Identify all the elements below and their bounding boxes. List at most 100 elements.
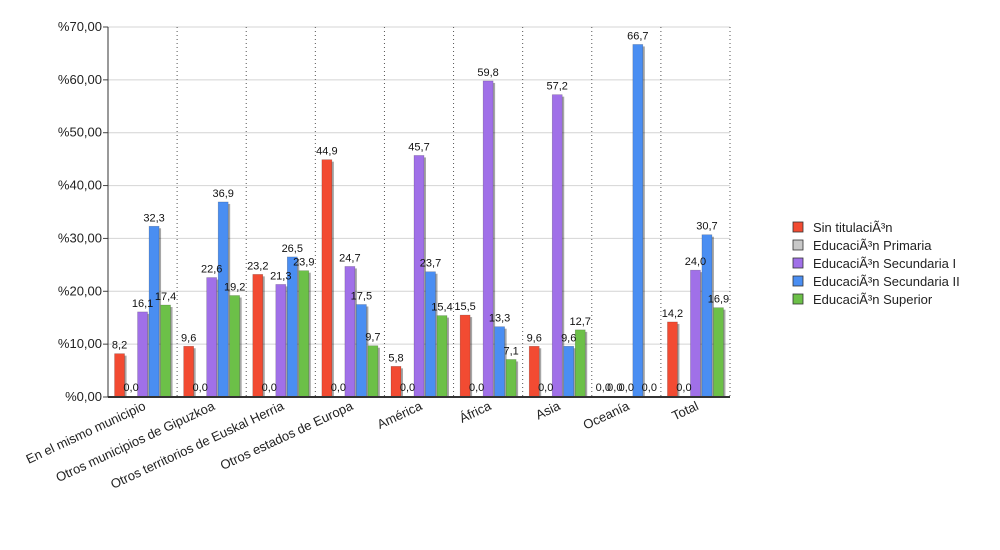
category-label: África bbox=[457, 398, 494, 426]
bar bbox=[356, 304, 367, 398]
bar bbox=[252, 274, 264, 398]
bar-value-label: 7,1 bbox=[503, 345, 518, 357]
bar-value-label: 0,0 bbox=[400, 382, 415, 394]
bar bbox=[563, 345, 575, 398]
bar-value-label: 9,6 bbox=[181, 332, 196, 344]
bar-value-label: 32,3 bbox=[143, 212, 164, 224]
bar bbox=[551, 94, 563, 398]
bar bbox=[275, 284, 287, 398]
bar-value-label: 9,7 bbox=[365, 332, 380, 344]
bar-value-label: 9,6 bbox=[561, 332, 576, 344]
y-tick-label: %0,00 bbox=[65, 389, 102, 404]
bar bbox=[482, 80, 494, 398]
bar-value-label: 0,0 bbox=[193, 382, 208, 394]
y-tick-label: %40,00 bbox=[58, 178, 102, 193]
bar bbox=[425, 271, 436, 398]
legend-swatch bbox=[792, 221, 804, 233]
bar-value-label: 19,2 bbox=[224, 282, 245, 294]
legend-label: EducaciÃ³n Superior bbox=[813, 292, 933, 307]
legend-label: EducaciÃ³n Secundaria I bbox=[813, 256, 956, 271]
bar-value-label: 0,0 bbox=[676, 382, 691, 394]
category-label: América bbox=[375, 398, 425, 432]
legend-swatch bbox=[792, 275, 804, 287]
category-label: Oceanía bbox=[581, 398, 633, 433]
bar-value-label: 0,0 bbox=[331, 382, 346, 394]
bar bbox=[505, 359, 517, 398]
bar-value-label: 22,6 bbox=[201, 264, 222, 276]
bar-value-label: 0,0 bbox=[123, 382, 138, 394]
y-tick-label: %10,00 bbox=[58, 336, 102, 351]
bar bbox=[160, 304, 171, 398]
legend: Sin titulaciÃ³n EducaciÃ³n Primaria Educac… bbox=[792, 220, 960, 307]
bar bbox=[713, 307, 724, 398]
bar-value-label: 23,7 bbox=[420, 258, 441, 270]
y-tick-label: %20,00 bbox=[58, 283, 102, 298]
bar-value-label: 0,0 bbox=[607, 382, 622, 394]
data-labels: 8,2 0,0 16,1 32,3 17,4 9,6 0,0 22,6 36,9 19,223,2… bbox=[112, 30, 729, 394]
bar-value-label: 5,8 bbox=[388, 352, 403, 364]
bar-value-label: 9,6 bbox=[527, 332, 542, 344]
legend-label: EducaciÃ³n Primaria bbox=[813, 238, 932, 253]
bar-value-label: 15,5 bbox=[454, 301, 475, 313]
bar-value-label: 59,8 bbox=[477, 67, 498, 79]
bar-value-label: 0,0 bbox=[642, 382, 657, 394]
bar bbox=[690, 269, 701, 398]
category-label: Total bbox=[669, 398, 700, 423]
legend-label: EducaciÃ³n Secundaria II bbox=[813, 274, 960, 289]
legend-swatch bbox=[792, 239, 804, 251]
category-label: Otros estados de Europa bbox=[218, 398, 356, 473]
category-label: Asia bbox=[533, 398, 563, 423]
bar-value-label: 23,2 bbox=[247, 260, 268, 272]
grid-lines bbox=[108, 26, 731, 397]
bar bbox=[321, 159, 333, 398]
bar-value-label: 16,9 bbox=[708, 294, 729, 306]
bar-value-label: 45,7 bbox=[408, 141, 429, 153]
bar-value-label: 36,9 bbox=[212, 188, 233, 200]
bar-value-label: 66,7 bbox=[627, 30, 648, 42]
bar-value-label: 14,2 bbox=[662, 308, 683, 320]
bar-value-label: 23,9 bbox=[293, 257, 314, 269]
y-tick-label: %30,00 bbox=[58, 230, 102, 245]
bar-value-label: 0,0 bbox=[262, 382, 277, 394]
bar bbox=[344, 266, 356, 398]
bar-value-label: 15,4 bbox=[431, 302, 452, 314]
bar bbox=[413, 155, 425, 398]
legend-swatch bbox=[792, 257, 804, 269]
bar bbox=[367, 345, 379, 398]
bar-value-label: 13,3 bbox=[489, 313, 510, 325]
bar-value-label: 12,7 bbox=[570, 316, 591, 328]
bar bbox=[217, 201, 229, 398]
bar bbox=[494, 326, 505, 398]
bar bbox=[206, 277, 217, 398]
bar bbox=[148, 225, 160, 398]
bar bbox=[298, 270, 310, 398]
bar-value-label: 16,1 bbox=[132, 298, 153, 310]
bar-value-label: 17,5 bbox=[351, 291, 372, 303]
bar-value-label: 0,0 bbox=[469, 382, 484, 394]
bar-value-label: 24,7 bbox=[339, 252, 360, 264]
bar-value-label: 0,0 bbox=[596, 382, 611, 394]
bar-value-label: 57,2 bbox=[547, 81, 568, 93]
bar bbox=[229, 295, 240, 398]
bar-value-label: 26,5 bbox=[282, 243, 303, 255]
bar-value-label: 0,0 bbox=[538, 382, 553, 394]
y-tick-label: %50,00 bbox=[58, 125, 102, 140]
y-tick-label: %70,00 bbox=[58, 19, 102, 34]
bar-value-label: 24,0 bbox=[685, 256, 706, 268]
axes: %0,00 %10,00 %20,00 %30,00 %40,00 %50,00 %60,0… bbox=[24, 19, 730, 492]
legend-label: Sin titulaciÃ³n bbox=[813, 220, 892, 235]
bar bbox=[137, 311, 148, 398]
legend-swatch bbox=[792, 293, 804, 305]
bar-value-label: 21,3 bbox=[270, 270, 291, 282]
bar bbox=[632, 44, 644, 398]
bar bbox=[574, 329, 586, 398]
bar-value-label: 17,4 bbox=[155, 291, 176, 303]
bar bbox=[436, 315, 448, 398]
bars bbox=[114, 44, 726, 398]
bar-value-label: 30,7 bbox=[696, 221, 717, 233]
bar-value-label: 8,2 bbox=[112, 340, 127, 352]
bar-value-label: 0,0 bbox=[619, 382, 634, 394]
bar-value-label: 44,9 bbox=[316, 146, 337, 158]
y-tick-label: %60,00 bbox=[58, 72, 102, 87]
